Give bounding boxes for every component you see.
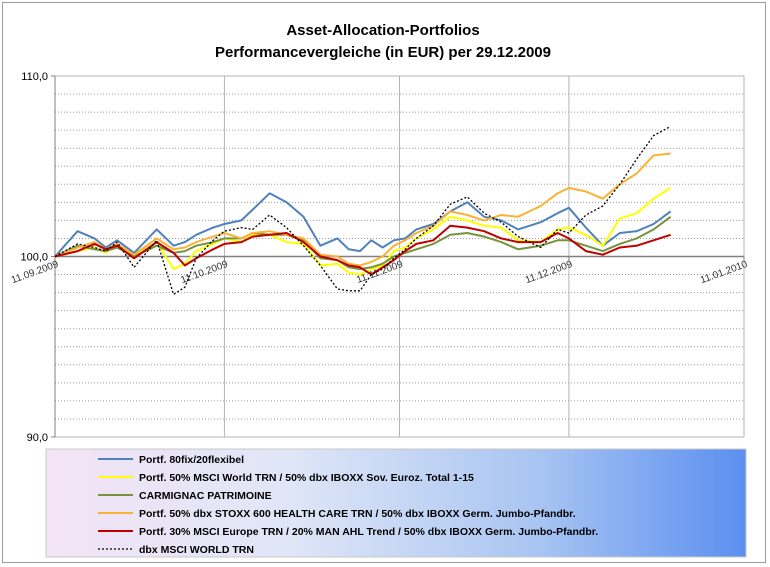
series-line-2 — [54, 187, 672, 276]
chart: Asset-Allocation-Portfolios Performancev… — [10, 22, 750, 558]
series-line-1 — [54, 192, 672, 258]
series-line-3 — [54, 215, 672, 271]
x-tick-label: 11.10.2009 — [179, 259, 230, 286]
chart-title-line-1: Asset-Allocation-Portfolios — [286, 22, 479, 39]
y-tick-label: 110,0 — [21, 71, 48, 83]
legend-label-6: dbx MSCI WORLD TRN — [139, 544, 254, 556]
legend-label-4: Portf. 50% dbx STOXX 600 HEALTH CARE TRN… — [139, 508, 576, 520]
x-tick-label: 11.01.2010 — [699, 259, 750, 286]
x-tick-label: 11.12.2009 — [524, 259, 575, 286]
chart-title-line-2: Performancevergleiche (in EUR) per 29.12… — [215, 44, 551, 61]
legend-label-3: CARMIGNAC PATRIMOINE — [139, 490, 272, 502]
legend: Portf. 80fix/20flexibel Portf. 50% MSCI W… — [98, 454, 598, 556]
legend-label-1: Portf. 80fix/20flexibel — [139, 454, 244, 466]
series-line-6 — [54, 125, 671, 296]
series-line-5 — [54, 224, 671, 276]
legend-label-2: Portf. 50% MSCI World TRN / 50% dbx IBOX… — [139, 472, 474, 484]
y-tick-label: 100,0 — [20, 252, 48, 264]
legend-label-5: Portf. 30% MSCI Europe TRN / 20% MAN AHL… — [139, 526, 598, 538]
y-tick-label: 90,0 — [27, 432, 48, 444]
series-line-4 — [54, 152, 671, 267]
legend-box — [45, 448, 747, 558]
